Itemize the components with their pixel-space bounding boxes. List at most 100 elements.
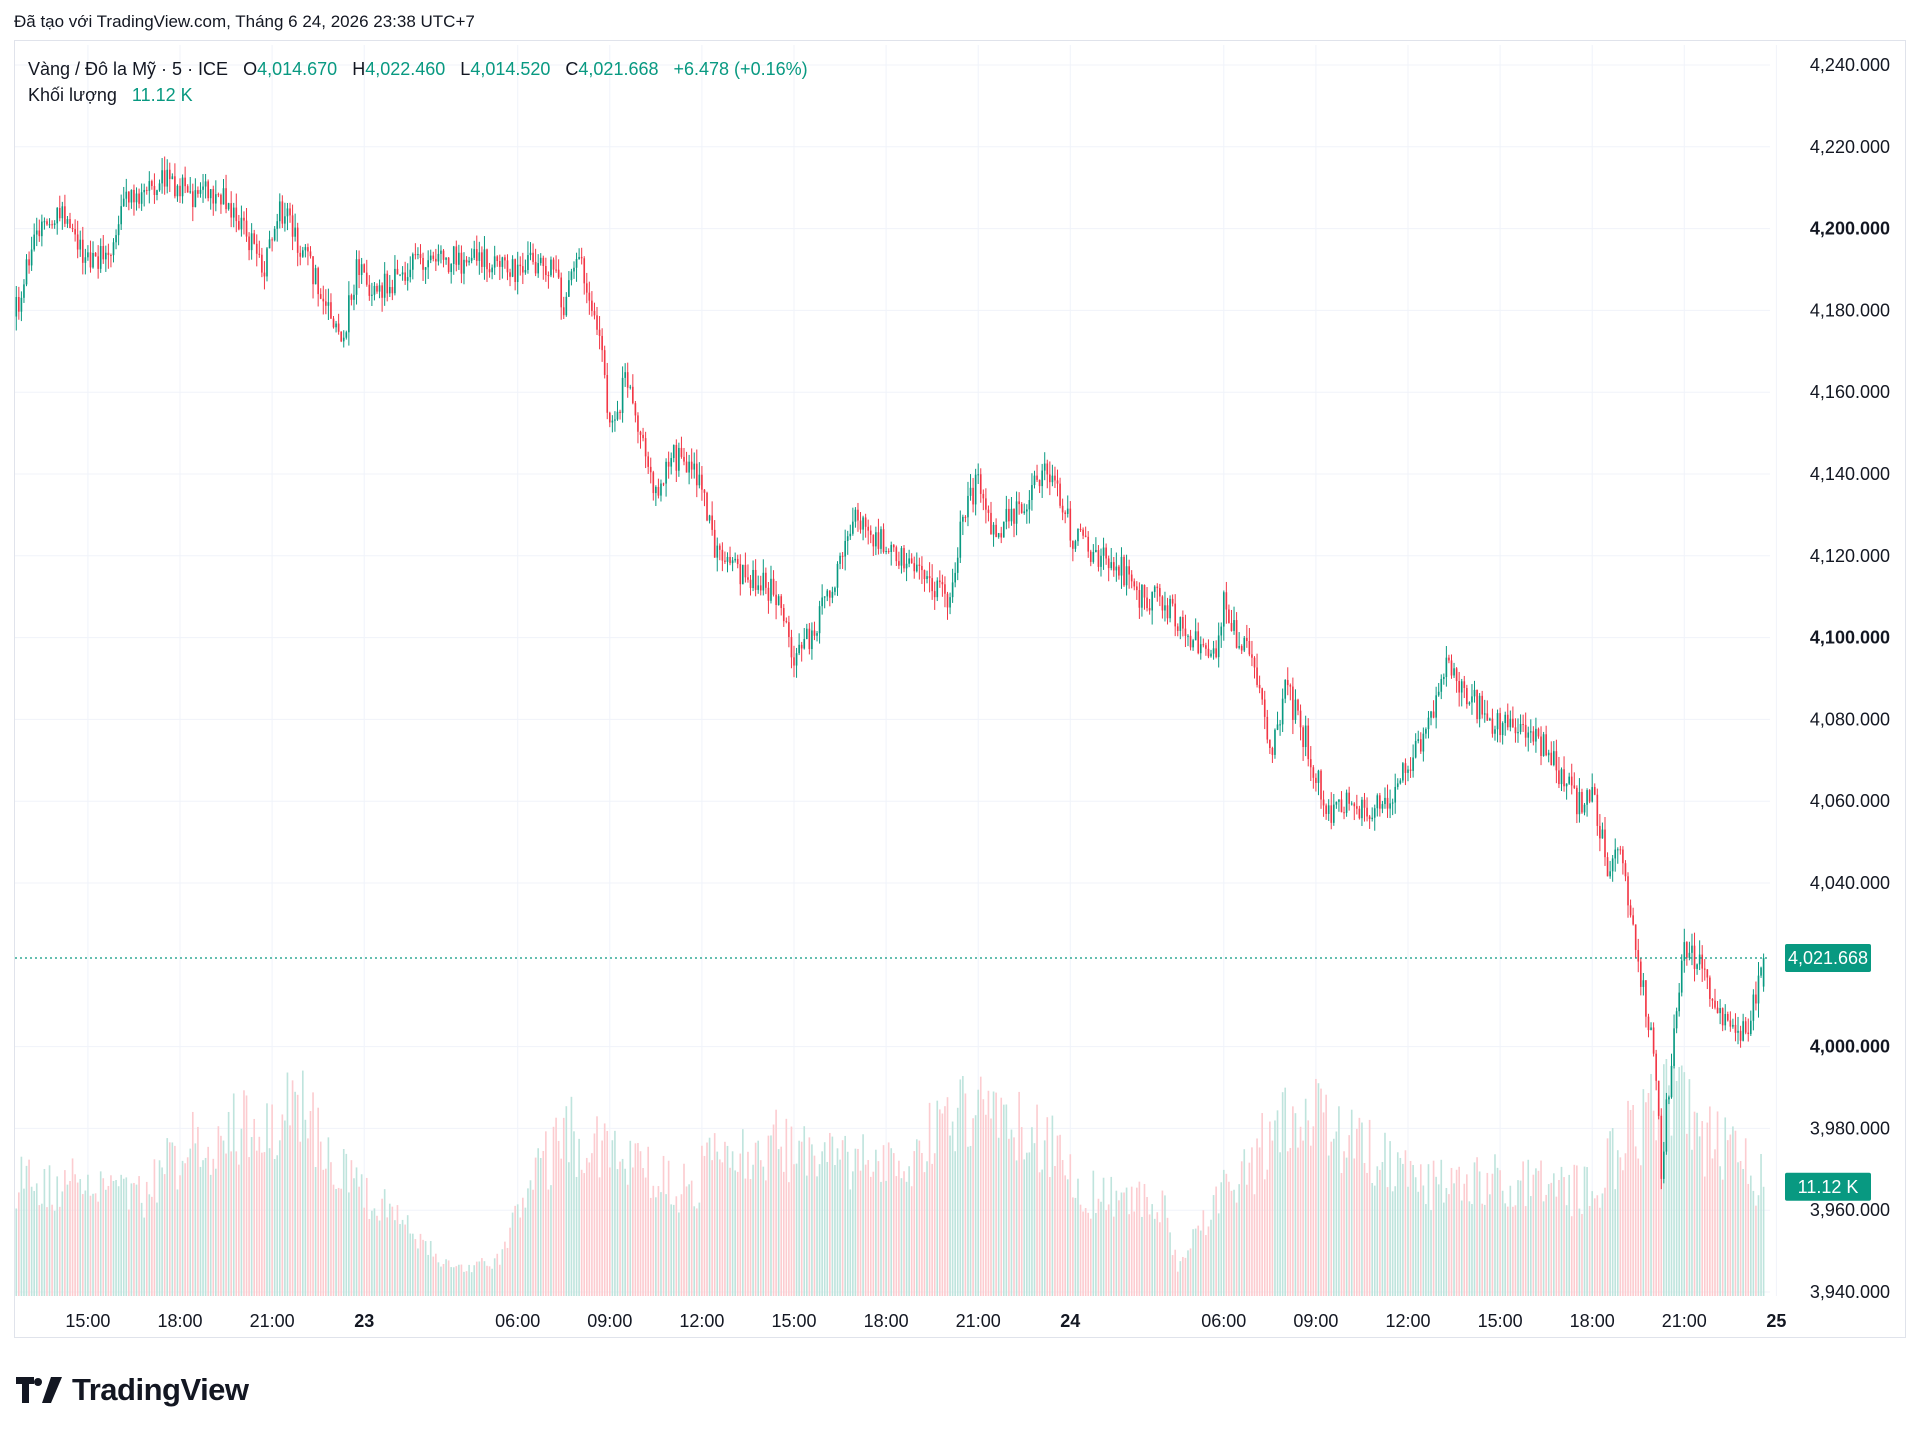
- candle-body[interactable]: [1627, 876, 1629, 906]
- candle-body[interactable]: [506, 260, 509, 273]
- candle-body[interactable]: [637, 415, 639, 432]
- candle-body[interactable]: [1025, 509, 1028, 512]
- candle-body[interactable]: [1220, 626, 1223, 636]
- candle-body[interactable]: [1517, 731, 1519, 734]
- candle-body[interactable]: [887, 551, 890, 553]
- candle-body[interactable]: [84, 257, 87, 263]
- candle-body[interactable]: [1276, 724, 1279, 730]
- candle-body[interactable]: [64, 206, 66, 224]
- candle-body[interactable]: [1348, 792, 1350, 804]
- candle-body[interactable]: [1074, 541, 1077, 549]
- candle-body[interactable]: [450, 263, 453, 273]
- candle-body[interactable]: [179, 185, 181, 197]
- candle-body[interactable]: [754, 569, 757, 590]
- candle-body[interactable]: [800, 644, 803, 649]
- candle-body[interactable]: [1066, 508, 1069, 514]
- candle-body[interactable]: [163, 170, 166, 187]
- candle-body[interactable]: [1043, 463, 1046, 471]
- candle-body[interactable]: [1082, 529, 1084, 536]
- candle-body[interactable]: [401, 272, 404, 275]
- candle-body[interactable]: [1706, 969, 1709, 978]
- candle-body[interactable]: [1199, 644, 1202, 654]
- candle-body[interactable]: [596, 315, 598, 330]
- candle-body[interactable]: [644, 438, 647, 457]
- candle-body[interactable]: [1135, 586, 1138, 591]
- candle-body[interactable]: [1535, 728, 1537, 742]
- candle-body[interactable]: [284, 216, 286, 224]
- candle-body[interactable]: [849, 533, 852, 537]
- candle-body[interactable]: [314, 268, 317, 285]
- candle-body[interactable]: [1332, 804, 1335, 823]
- candle-body[interactable]: [639, 431, 642, 435]
- candle-body[interactable]: [340, 331, 343, 342]
- candle-body[interactable]: [215, 194, 217, 204]
- candle-body[interactable]: [1376, 795, 1379, 809]
- candle-body[interactable]: [278, 201, 281, 222]
- candle-body[interactable]: [1703, 968, 1706, 970]
- candle-body[interactable]: [680, 447, 683, 457]
- candle-body[interactable]: [1604, 829, 1606, 858]
- candle-body[interactable]: [1246, 637, 1248, 642]
- candle-body[interactable]: [1489, 718, 1491, 721]
- candle-body[interactable]: [248, 236, 250, 251]
- candle-body[interactable]: [48, 224, 51, 226]
- candle-body[interactable]: [542, 257, 545, 267]
- candle-body[interactable]: [537, 263, 539, 274]
- candle-body[interactable]: [1427, 717, 1430, 730]
- candle-body[interactable]: [1414, 740, 1417, 758]
- candle-body[interactable]: [189, 191, 192, 193]
- candle-body[interactable]: [1491, 718, 1494, 734]
- candle-body[interactable]: [1217, 635, 1220, 658]
- candle-body[interactable]: [89, 252, 92, 268]
- candle-body[interactable]: [985, 498, 987, 510]
- candle-body[interactable]: [565, 296, 568, 316]
- candle-body[interactable]: [568, 280, 570, 297]
- candle-body[interactable]: [803, 638, 806, 649]
- candle-body[interactable]: [1368, 816, 1371, 820]
- candle-body[interactable]: [1550, 752, 1553, 766]
- candle-body[interactable]: [752, 569, 754, 589]
- candle-body[interactable]: [1187, 635, 1189, 637]
- candle-body[interactable]: [455, 246, 458, 265]
- candle-body[interactable]: [634, 403, 637, 416]
- candle-body[interactable]: [900, 548, 903, 566]
- candle-body[interactable]: [862, 517, 864, 530]
- candle-body[interactable]: [1128, 566, 1130, 575]
- candle-body[interactable]: [102, 246, 105, 260]
- candle-body[interactable]: [1678, 992, 1680, 1012]
- candle-body[interactable]: [496, 256, 499, 262]
- candle-body[interactable]: [1660, 1115, 1663, 1179]
- candle-body[interactable]: [749, 579, 752, 589]
- candle-body[interactable]: [718, 545, 721, 550]
- candle-body[interactable]: [990, 512, 992, 535]
- candle-body[interactable]: [222, 188, 225, 205]
- candle-body[interactable]: [1115, 566, 1118, 571]
- candle-body[interactable]: [1455, 668, 1458, 682]
- candle-body[interactable]: [1243, 637, 1246, 651]
- candle-body[interactable]: [1279, 724, 1281, 726]
- candle-body[interactable]: [662, 483, 665, 485]
- candle-body[interactable]: [1734, 1024, 1737, 1033]
- candle-body[interactable]: [877, 532, 880, 549]
- candle-body[interactable]: [1036, 475, 1038, 480]
- candle-body[interactable]: [1292, 686, 1294, 720]
- candle-body[interactable]: [253, 233, 256, 244]
- candle-body[interactable]: [580, 256, 583, 259]
- candle-body[interactable]: [23, 284, 25, 298]
- candle-body[interactable]: [1197, 631, 1200, 654]
- candle-body[interactable]: [964, 516, 967, 518]
- candle-body[interactable]: [1371, 817, 1374, 820]
- candle-body[interactable]: [207, 181, 209, 199]
- candle-body[interactable]: [509, 272, 511, 277]
- candle-body[interactable]: [626, 372, 629, 388]
- candle-body[interactable]: [1583, 804, 1586, 813]
- candle-body[interactable]: [1568, 776, 1570, 784]
- candle-body[interactable]: [1647, 1016, 1650, 1031]
- candle-body[interactable]: [918, 564, 921, 566]
- candle-body[interactable]: [1171, 598, 1174, 604]
- candle-body[interactable]: [1435, 695, 1437, 718]
- candle-body[interactable]: [337, 323, 340, 332]
- candle-body[interactable]: [1463, 681, 1466, 689]
- candle-body[interactable]: [1322, 799, 1325, 806]
- candle-body[interactable]: [711, 515, 713, 530]
